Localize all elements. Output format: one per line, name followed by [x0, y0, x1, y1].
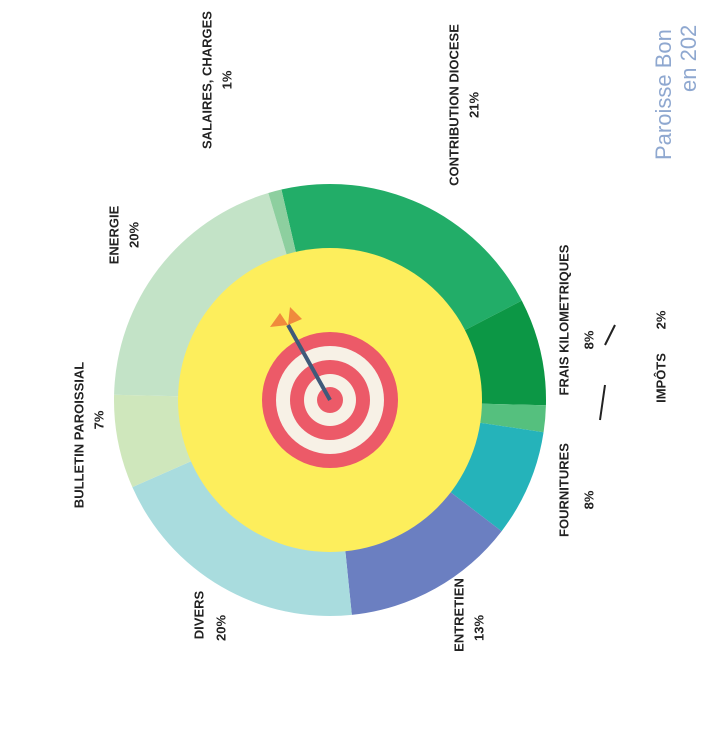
value-label: 8% [581, 330, 596, 349]
category-label: CONTRIBUTION DIOCESE [446, 24, 461, 186]
category-label: FOURNITURES [556, 443, 571, 537]
category-label: DIVERS [191, 590, 206, 639]
title-line: Paroisse Bon [651, 29, 676, 160]
value-label: 20% [213, 615, 228, 641]
title-line: en 202 [676, 25, 701, 92]
separator [599, 384, 606, 421]
value-label: 8% [581, 490, 596, 509]
value-label: 20% [126, 222, 141, 248]
category-label: BULLETIN PAROISSIAL [71, 362, 86, 508]
value-label: 13% [471, 615, 486, 641]
value-label: 7% [91, 410, 106, 429]
value-label: 1% [219, 70, 234, 89]
category-label: ENERGIE [106, 205, 121, 264]
category-label: ENTRETIEN [451, 578, 466, 652]
target-icon [262, 307, 398, 468]
value-label: 2% [653, 310, 668, 329]
category-label: IMPÔTS [653, 353, 668, 403]
separator [604, 324, 616, 346]
category-label: FRAIS KILOMETRIQUES [556, 244, 571, 395]
category-label: SALAIRES, CHARGES [199, 11, 214, 149]
value-label: 21% [466, 92, 481, 118]
